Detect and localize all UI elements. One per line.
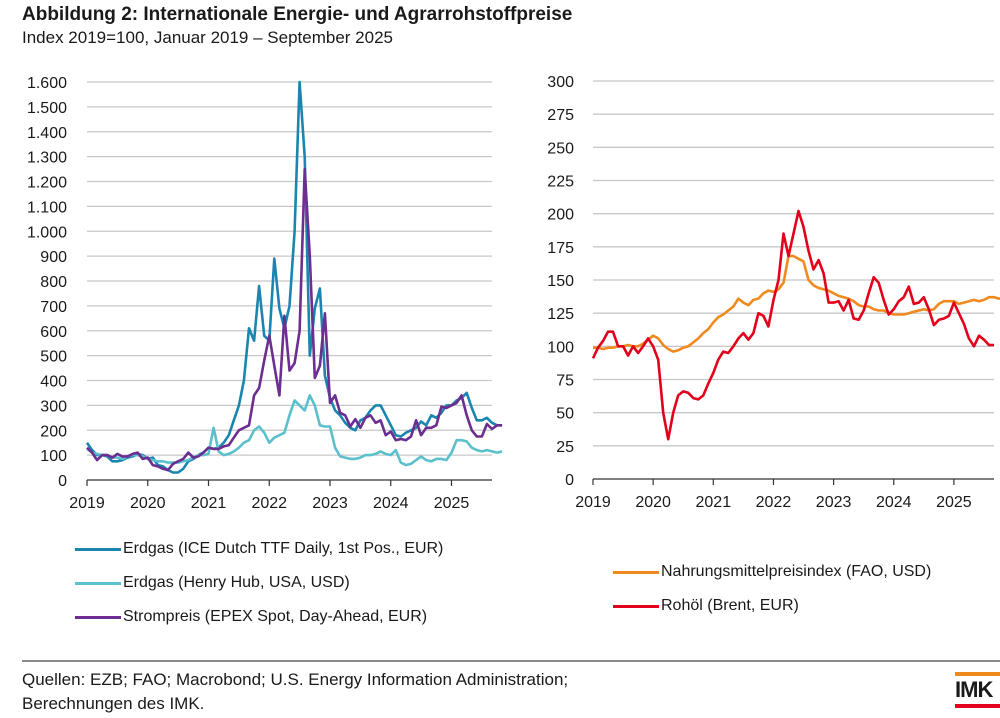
y-tick-label: 1.200 bbox=[27, 175, 67, 192]
legend-item: Erdgas (ICE Dutch TTF Daily, 1st Pos., E… bbox=[75, 532, 443, 566]
x-tick-label: 2019 bbox=[575, 494, 611, 511]
legend-label: Erdgas (ICE Dutch TTF Daily, 1st Pos., E… bbox=[123, 540, 444, 557]
series-line-0 bbox=[593, 254, 1000, 353]
y-tick-label: 1.000 bbox=[27, 224, 67, 241]
y-tick-label: 175 bbox=[547, 240, 574, 257]
right-legend: Nahrungsmittelpreisindex (FAO, USD) Rohöl… bbox=[613, 555, 931, 623]
x-tick-label: 2020 bbox=[130, 495, 166, 512]
y-tick-label: 125 bbox=[547, 306, 574, 323]
y-tick-label: 100 bbox=[547, 339, 574, 356]
x-tick-label: 2020 bbox=[635, 494, 671, 511]
y-tick-label: 25 bbox=[556, 439, 574, 456]
sources-line-1: Quellen: EZB; FAO; Macrobond; U.S. Energ… bbox=[22, 670, 569, 689]
legend-item: Strompreis (EPEX Spot, Day-Ahead, EUR) bbox=[75, 600, 443, 634]
y-tick-label: 300 bbox=[547, 74, 574, 91]
left-legend: Erdgas (ICE Dutch TTF Daily, 1st Pos., E… bbox=[75, 532, 443, 634]
right-chart: 0 25 50 75 100 125 150 175 200 225 250 275 300 2019 20… bbox=[547, 74, 1000, 511]
y-tick-label: 75 bbox=[556, 373, 574, 390]
series-line-1 bbox=[86, 394, 503, 467]
y-tick-label: 100 bbox=[40, 448, 67, 465]
y-tick-label: 150 bbox=[547, 273, 574, 290]
y-tick-label: 1.500 bbox=[27, 100, 67, 117]
legend-item: Rohöl (Brent, EUR) bbox=[613, 589, 931, 623]
legend-label: Nahrungsmittelpreisindex (FAO, USD) bbox=[661, 563, 932, 580]
footer-sources: Quellen: EZB; FAO; Macrobond; U.S. Energ… bbox=[22, 668, 568, 716]
y-tick-label: 0 bbox=[565, 472, 574, 489]
x-tick-label: 2024 bbox=[876, 494, 912, 511]
y-tick-label: 1.600 bbox=[27, 75, 67, 92]
legend-item: Erdgas (Henry Hub, USA, USD) bbox=[75, 566, 443, 600]
logo-text: IMK bbox=[955, 677, 993, 702]
x-tick-label: 2025 bbox=[434, 495, 470, 512]
y-tick-label: 400 bbox=[40, 374, 67, 391]
y-tick-label: 275 bbox=[547, 107, 574, 124]
legend-swatch bbox=[613, 570, 659, 574]
legend-swatch bbox=[75, 581, 121, 585]
x-tick-label: 2021 bbox=[696, 494, 732, 511]
x-tick-label: 2019 bbox=[69, 495, 105, 512]
legend-swatch bbox=[613, 604, 659, 608]
x-tick-label: 2024 bbox=[373, 495, 409, 512]
y-tick-label: 0 bbox=[58, 473, 67, 490]
sources-line-2: Berechnungen des IMK. bbox=[22, 694, 205, 713]
x-tick-label: 2022 bbox=[251, 495, 287, 512]
figure-subtitle: Index 2019=100, Januar 2019 – September … bbox=[22, 28, 393, 47]
x-tick-label: 2021 bbox=[191, 495, 227, 512]
y-tick-label: 200 bbox=[40, 423, 67, 440]
y-tick-label: 225 bbox=[547, 174, 574, 191]
legend-label: Erdgas (Henry Hub, USA, USD) bbox=[123, 574, 350, 591]
series-line-1 bbox=[591, 209, 994, 441]
y-tick-label: 500 bbox=[40, 349, 67, 366]
legend-label: Strompreis (EPEX Spot, Day-Ahead, EUR) bbox=[123, 608, 428, 625]
y-tick-label: 1.100 bbox=[27, 199, 67, 216]
logo-bar-orange bbox=[955, 672, 1000, 676]
left-chart: 0 100 200 300 400 500 600 700 800 900 1.000 1.100 1.… bbox=[27, 75, 503, 512]
legend-item: Nahrungsmittelpreisindex (FAO, USD) bbox=[613, 555, 931, 589]
series-line-0 bbox=[85, 80, 503, 474]
legend-swatch bbox=[75, 547, 121, 551]
y-tick-label: 200 bbox=[547, 207, 574, 224]
y-tick-label: 50 bbox=[556, 406, 574, 423]
y-tick-label: 600 bbox=[40, 324, 67, 341]
x-tick-label: 2025 bbox=[936, 494, 972, 511]
x-tick-label: 2022 bbox=[756, 494, 792, 511]
y-tick-label: 300 bbox=[40, 398, 67, 415]
footer-divider bbox=[22, 660, 1000, 662]
y-tick-label: 800 bbox=[40, 274, 67, 291]
x-tick-label: 2023 bbox=[816, 494, 852, 511]
y-tick-label: 1.300 bbox=[27, 150, 67, 167]
logo-bar-red bbox=[955, 704, 1000, 708]
series-line-2 bbox=[86, 167, 503, 472]
y-tick-label: 1.400 bbox=[27, 125, 67, 142]
y-tick-label: 250 bbox=[547, 140, 574, 157]
y-tick-label: 900 bbox=[40, 249, 67, 266]
legend-label: Rohöl (Brent, EUR) bbox=[661, 597, 799, 614]
figure-title: Abbildung 2: Internationale Energie- und… bbox=[22, 4, 573, 25]
y-tick-label: 700 bbox=[40, 299, 67, 316]
legend-swatch bbox=[75, 615, 121, 619]
x-tick-label: 2023 bbox=[312, 495, 348, 512]
imk-logo: IMK bbox=[955, 672, 1000, 708]
